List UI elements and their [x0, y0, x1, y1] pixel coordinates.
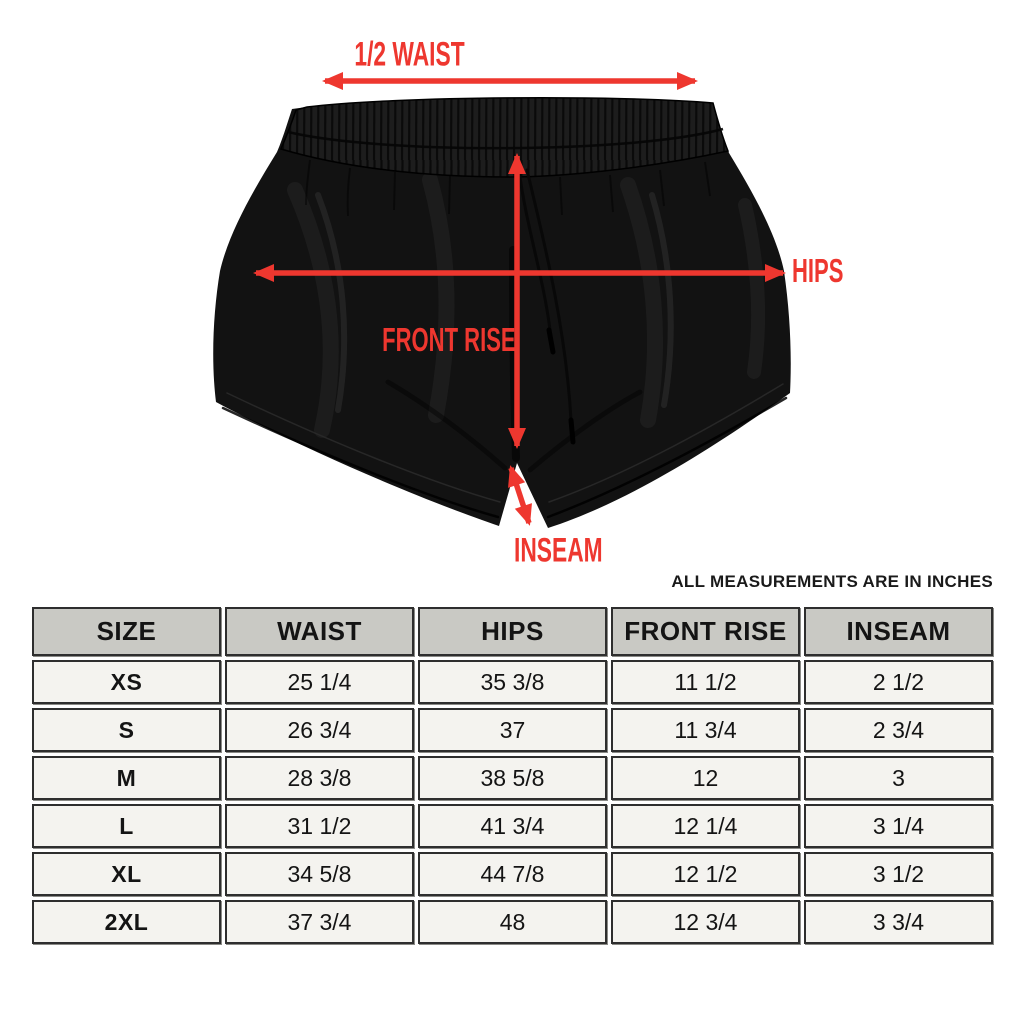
measurement-arrows [253, 72, 786, 526]
inseam-cell: 3 [804, 756, 993, 800]
half-waist-label: 1/2 WAIST [354, 35, 466, 74]
waist-cell: 26 3/4 [225, 708, 414, 752]
inseam-cell: 3 1/4 [804, 804, 993, 848]
size-cell: XS [32, 660, 221, 704]
size-cell: 2XL [32, 900, 221, 944]
front-rise-cell: 12 [611, 756, 800, 800]
hips-cell: 37 [418, 708, 607, 752]
shorts-illustration [213, 72, 791, 529]
hips-cell: 35 3/8 [418, 660, 607, 704]
waist-cell: 25 1/4 [225, 660, 414, 704]
column-header-inseam: INSEAM [804, 607, 993, 656]
hips-cell: 48 [418, 900, 607, 944]
waist-cell: 31 1/2 [225, 804, 414, 848]
column-header-hips: HIPS [418, 607, 607, 656]
column-header-waist: WAIST [225, 607, 414, 656]
waist-cell: 28 3/8 [225, 756, 414, 800]
shorts-waistband [279, 97, 730, 217]
size-cell: S [32, 708, 221, 752]
hips-label: HIPS [792, 253, 844, 291]
front-rise-cell: 12 1/4 [611, 804, 800, 848]
front-rise-cell: 12 3/4 [611, 900, 800, 944]
inseam-arrow [508, 465, 532, 526]
front-rise-cell: 11 3/4 [611, 708, 800, 752]
front-rise-cell: 12 1/2 [611, 852, 800, 896]
inseam-label: INSEAM [513, 531, 603, 570]
column-header-size: SIZE [32, 607, 221, 656]
waist-cell: 34 5/8 [225, 852, 414, 896]
hips-cell: 41 3/4 [418, 804, 607, 848]
hips-cell: 44 7/8 [418, 852, 607, 896]
inseam-cell: 2 1/2 [804, 660, 993, 704]
inseam-cell: 3 3/4 [804, 900, 993, 944]
front-rise-label: FRONT RISE [382, 322, 516, 360]
size-cell: XL [32, 852, 221, 896]
shorts-body [213, 97, 791, 529]
size-table: SIZE WAIST HIPS FRONT RISE INSEAM XS 25 … [32, 607, 993, 944]
inseam-cell: 2 3/4 [804, 708, 993, 752]
inseam-cell: 3 1/2 [804, 852, 993, 896]
size-cell: L [32, 804, 221, 848]
shorts-diagram: 1/2 WAIST HIPS FRONT RISE INSEAM [213, 35, 844, 570]
waist-cell: 37 3/4 [225, 900, 414, 944]
hips-cell: 38 5/8 [418, 756, 607, 800]
size-cell: M [32, 756, 221, 800]
units-note: ALL MEASUREMENTS ARE IN INCHES [671, 572, 993, 591]
column-header-front-rise: FRONT RISE [611, 607, 800, 656]
front-rise-cell: 11 1/2 [611, 660, 800, 704]
